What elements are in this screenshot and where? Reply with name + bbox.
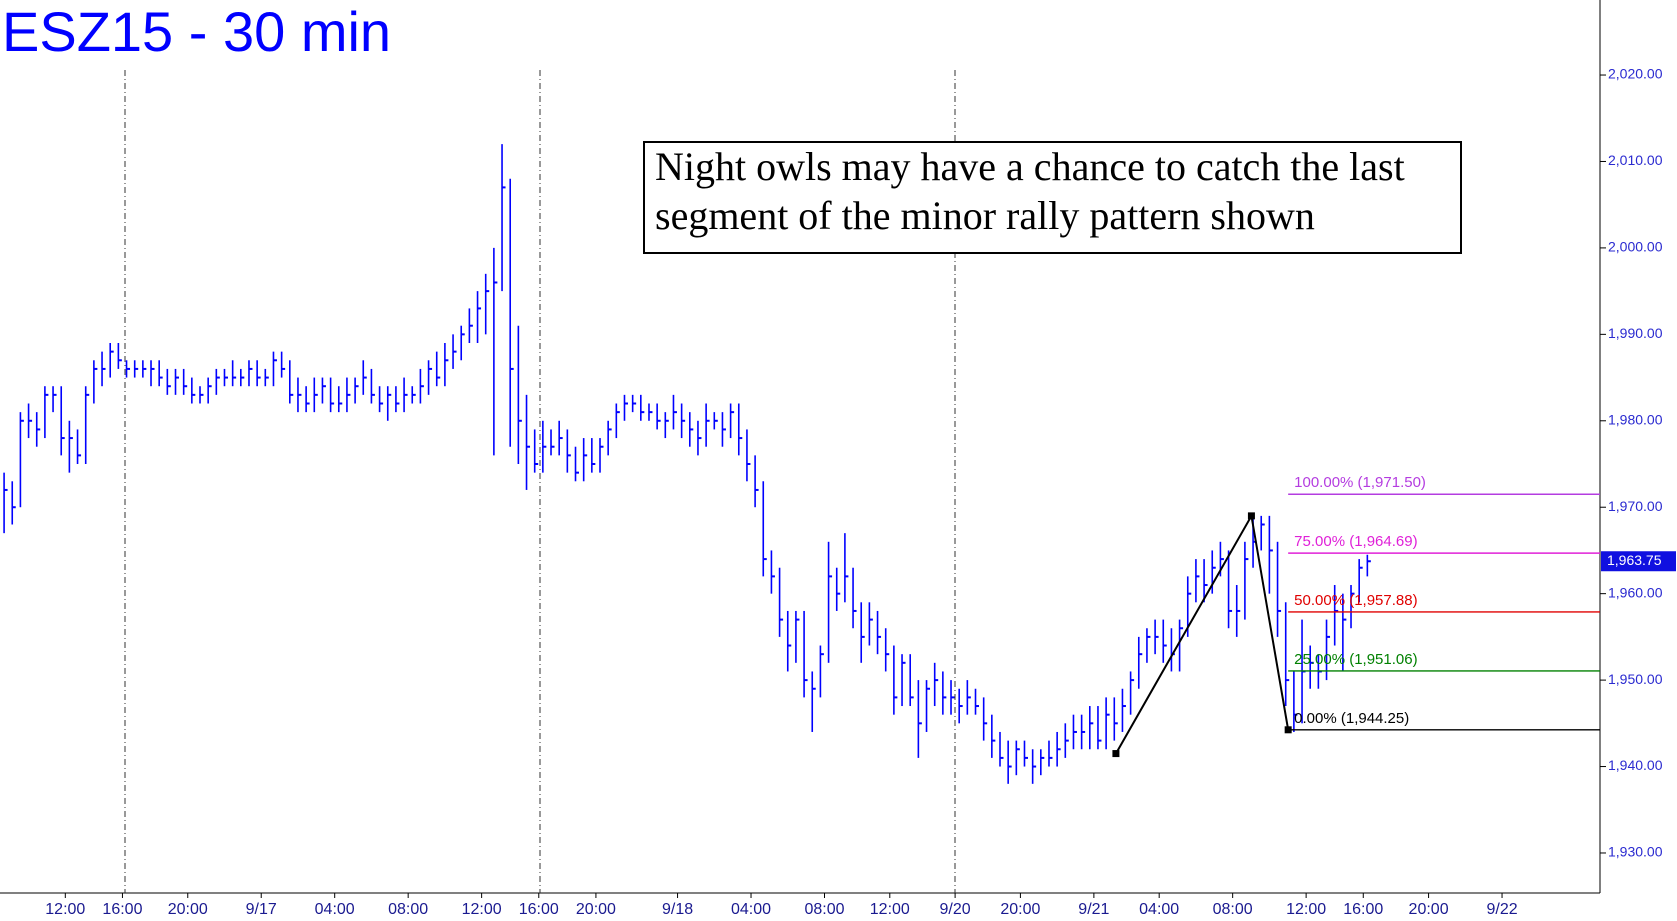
y-tick-label: 1,990.00 — [1608, 325, 1663, 341]
x-tick-label: 9/18 — [662, 901, 693, 918]
fib-label: 0.00% (1,944.25) — [1294, 710, 1409, 727]
pattern-point — [1284, 726, 1292, 734]
pattern-point — [1112, 750, 1120, 758]
fib-label: 75.00% (1,964.69) — [1294, 533, 1417, 550]
x-tick-label: 08:00 — [1213, 901, 1253, 918]
y-tick-label: 1,970.00 — [1608, 498, 1663, 514]
y-tick-label: 2,010.00 — [1608, 152, 1663, 168]
x-tick-label: 9/17 — [246, 901, 277, 918]
fib-label: 50.00% (1,957.88) — [1294, 592, 1417, 609]
y-tick-label: 2,020.00 — [1608, 66, 1663, 82]
x-tick-label: 16:00 — [102, 901, 142, 918]
last-price-box — [1601, 551, 1676, 572]
x-tick-label: 12:00 — [870, 901, 910, 918]
x-tick-label: 16:00 — [519, 901, 559, 918]
rally-pattern — [1115, 512, 1290, 755]
annotation-line: segment of the minor rally pattern shown — [655, 193, 1315, 238]
x-tick-label: 12:00 — [1286, 901, 1326, 918]
x-tick-label: 04:00 — [1139, 901, 1179, 918]
fib-label: 25.00% (1,951.06) — [1294, 651, 1417, 668]
fib-label: 100.00% (1,971.50) — [1294, 474, 1426, 491]
x-tick-label: 12:00 — [45, 901, 85, 918]
x-tick-label: 9/21 — [1078, 901, 1109, 918]
x-tick-label: 20:00 — [1000, 901, 1040, 918]
chart-title: ESZ15 - 30 min — [2, 0, 391, 63]
annotation-line: Night owls may have a chance to catch th… — [655, 144, 1405, 189]
y-tick-label: 1,960.00 — [1608, 584, 1663, 600]
x-tick-label: 04:00 — [315, 901, 355, 918]
x-tick-label: 20:00 — [576, 901, 616, 918]
x-tick-label: 9/20 — [940, 901, 971, 918]
pattern-point — [1247, 512, 1255, 520]
y-tick-label: 1,940.00 — [1608, 757, 1663, 773]
last-price-label: 1,963.75 — [1607, 552, 1662, 568]
x-tick-label: 20:00 — [1409, 901, 1449, 918]
annotation-box — [643, 141, 1462, 254]
y-tick-label: 1,950.00 — [1608, 671, 1663, 687]
plot-area — [3, 144, 1371, 784]
y-tick-label: 1,980.00 — [1608, 411, 1663, 427]
x-tick-label: 20:00 — [168, 901, 208, 918]
x-tick-label: 08:00 — [804, 901, 844, 918]
y-tick-label: 2,000.00 — [1608, 239, 1663, 255]
x-tick-label: 9/22 — [1486, 901, 1517, 918]
x-tick-label: 16:00 — [1343, 901, 1383, 918]
x-tick-label: 12:00 — [462, 901, 502, 918]
x-tick-label: 08:00 — [388, 901, 428, 918]
x-tick-label: 04:00 — [731, 901, 771, 918]
y-tick-label: 1,930.00 — [1608, 844, 1663, 860]
